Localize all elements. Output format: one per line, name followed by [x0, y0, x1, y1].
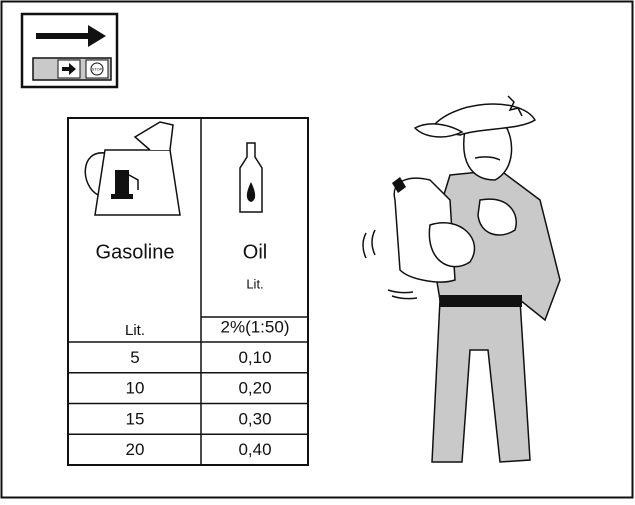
gasoline-header: Gasoline: [96, 241, 175, 263]
gasoline-cell: 10: [126, 379, 145, 398]
ratio: 2%(1:50): [221, 317, 290, 336]
oil-unit: Lit.: [246, 276, 263, 291]
oil-cell: 0,30: [238, 409, 271, 428]
gasoline-cell: 15: [126, 409, 145, 428]
gasoline-cell: 5: [130, 348, 139, 367]
stop-label: STOP: [92, 67, 103, 72]
page: STOP Gasoline Oil Lit. Lit. 2%(1:50) 5 0,…: [0, 0, 635, 500]
oil-cell: 0,40: [238, 440, 271, 459]
gasoline-unit: Lit.: [125, 322, 145, 339]
gasoline-cell: 20: [126, 440, 145, 459]
mix-table: Gasoline Oil Lit. Lit. 2%(1:50) 5 0,10 10 0…: [68, 118, 308, 465]
direction-icon: STOP: [22, 14, 117, 87]
oil-cell: 0,10: [238, 348, 271, 367]
oil-header: Oil: [243, 241, 267, 263]
oil-cell: 0,20: [238, 379, 271, 398]
